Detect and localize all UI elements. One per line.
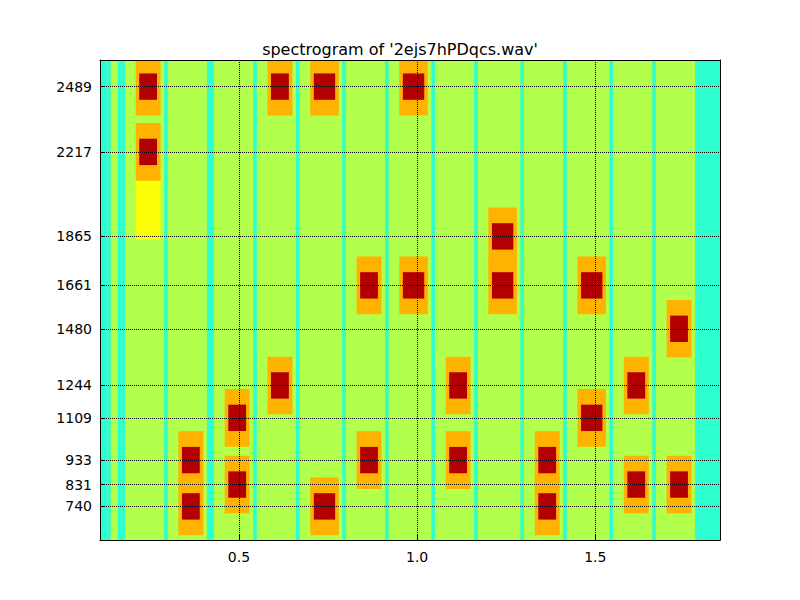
svg-text:2489: 2489 — [56, 79, 92, 95]
svg-text:1480: 1480 — [56, 321, 92, 337]
svg-text:1244: 1244 — [56, 377, 92, 393]
svg-text:1109: 1109 — [56, 410, 92, 426]
svg-text:1.0: 1.0 — [406, 549, 428, 565]
svg-text:933: 933 — [65, 452, 92, 468]
svg-text:0.5: 0.5 — [228, 549, 250, 565]
svg-text:2217: 2217 — [56, 144, 92, 160]
svg-text:1661: 1661 — [56, 277, 92, 293]
svg-text:1.5: 1.5 — [584, 549, 606, 565]
svg-text:spectrogram of '2ejs7hPDqcs.wa: spectrogram of '2ejs7hPDqcs.wav' — [262, 40, 538, 59]
svg-text:831: 831 — [65, 477, 92, 493]
svg-text:740: 740 — [65, 498, 92, 514]
svg-text:1865: 1865 — [56, 228, 92, 244]
